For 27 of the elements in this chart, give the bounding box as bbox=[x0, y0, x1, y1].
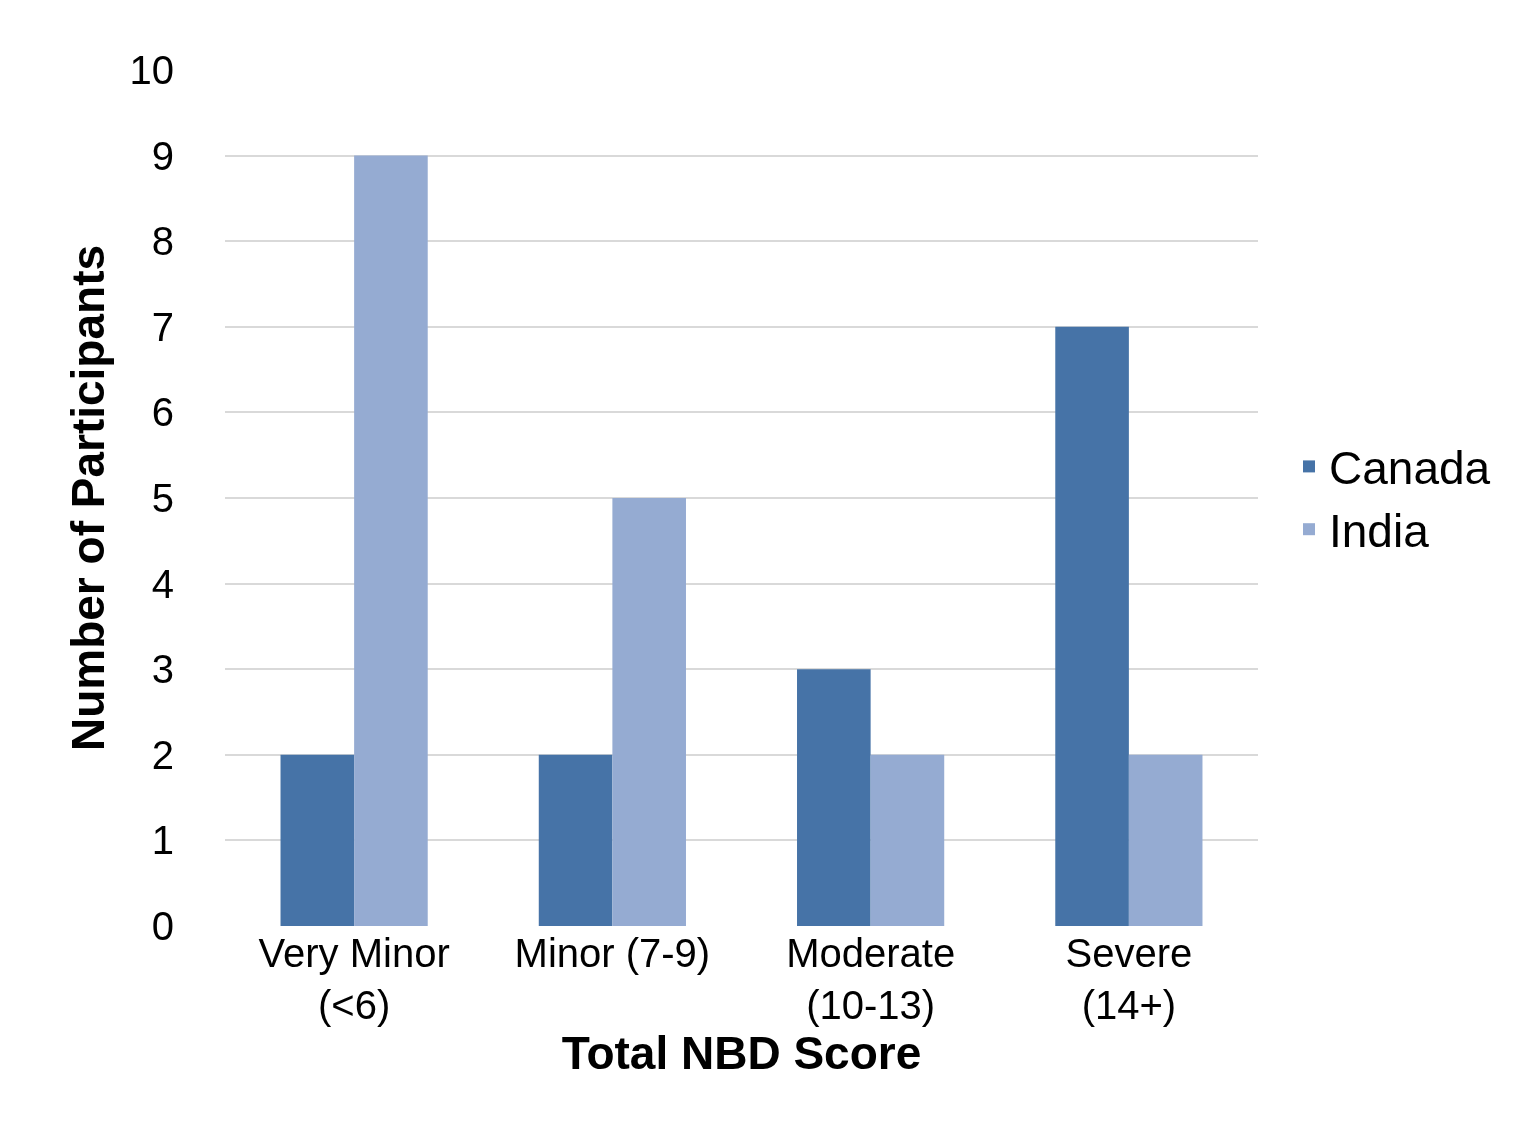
bar bbox=[870, 754, 945, 926]
x-tick-label: Very Minor (<6) bbox=[258, 931, 450, 1027]
y-axis-title: Number of Participants bbox=[61, 244, 114, 752]
y-tick-label: 1 bbox=[151, 818, 174, 863]
y-tick-label: 3 bbox=[151, 647, 174, 692]
y-tick-label: 9 bbox=[151, 133, 174, 178]
legend-label: India bbox=[1328, 505, 1430, 558]
bar bbox=[354, 155, 428, 926]
bar bbox=[612, 498, 686, 926]
legend-label: Canada bbox=[1328, 442, 1491, 495]
bar bbox=[538, 754, 613, 926]
bar bbox=[797, 669, 871, 926]
bar bbox=[280, 754, 355, 926]
y-tick-label: 2 bbox=[151, 732, 174, 777]
x-axis-title: Total NBD Score bbox=[561, 1027, 922, 1079]
x-tick-label: Minor (7-9) bbox=[514, 931, 711, 975]
y-tick-label: 10 bbox=[129, 48, 174, 92]
y-tick-label: 4 bbox=[151, 561, 174, 606]
x-tick-label: Severe (14+) bbox=[1065, 931, 1193, 1027]
y-tick-label: 6 bbox=[151, 390, 174, 435]
y-tick-label: 8 bbox=[151, 219, 174, 264]
y-tick-label: 7 bbox=[151, 304, 174, 349]
y-tick-label: 5 bbox=[151, 476, 174, 520]
bar bbox=[1128, 754, 1203, 926]
y-tick-label: 0 bbox=[151, 904, 174, 948]
bar bbox=[1055, 326, 1129, 926]
x-tick-label: Moderate (10-13) bbox=[786, 931, 956, 1027]
